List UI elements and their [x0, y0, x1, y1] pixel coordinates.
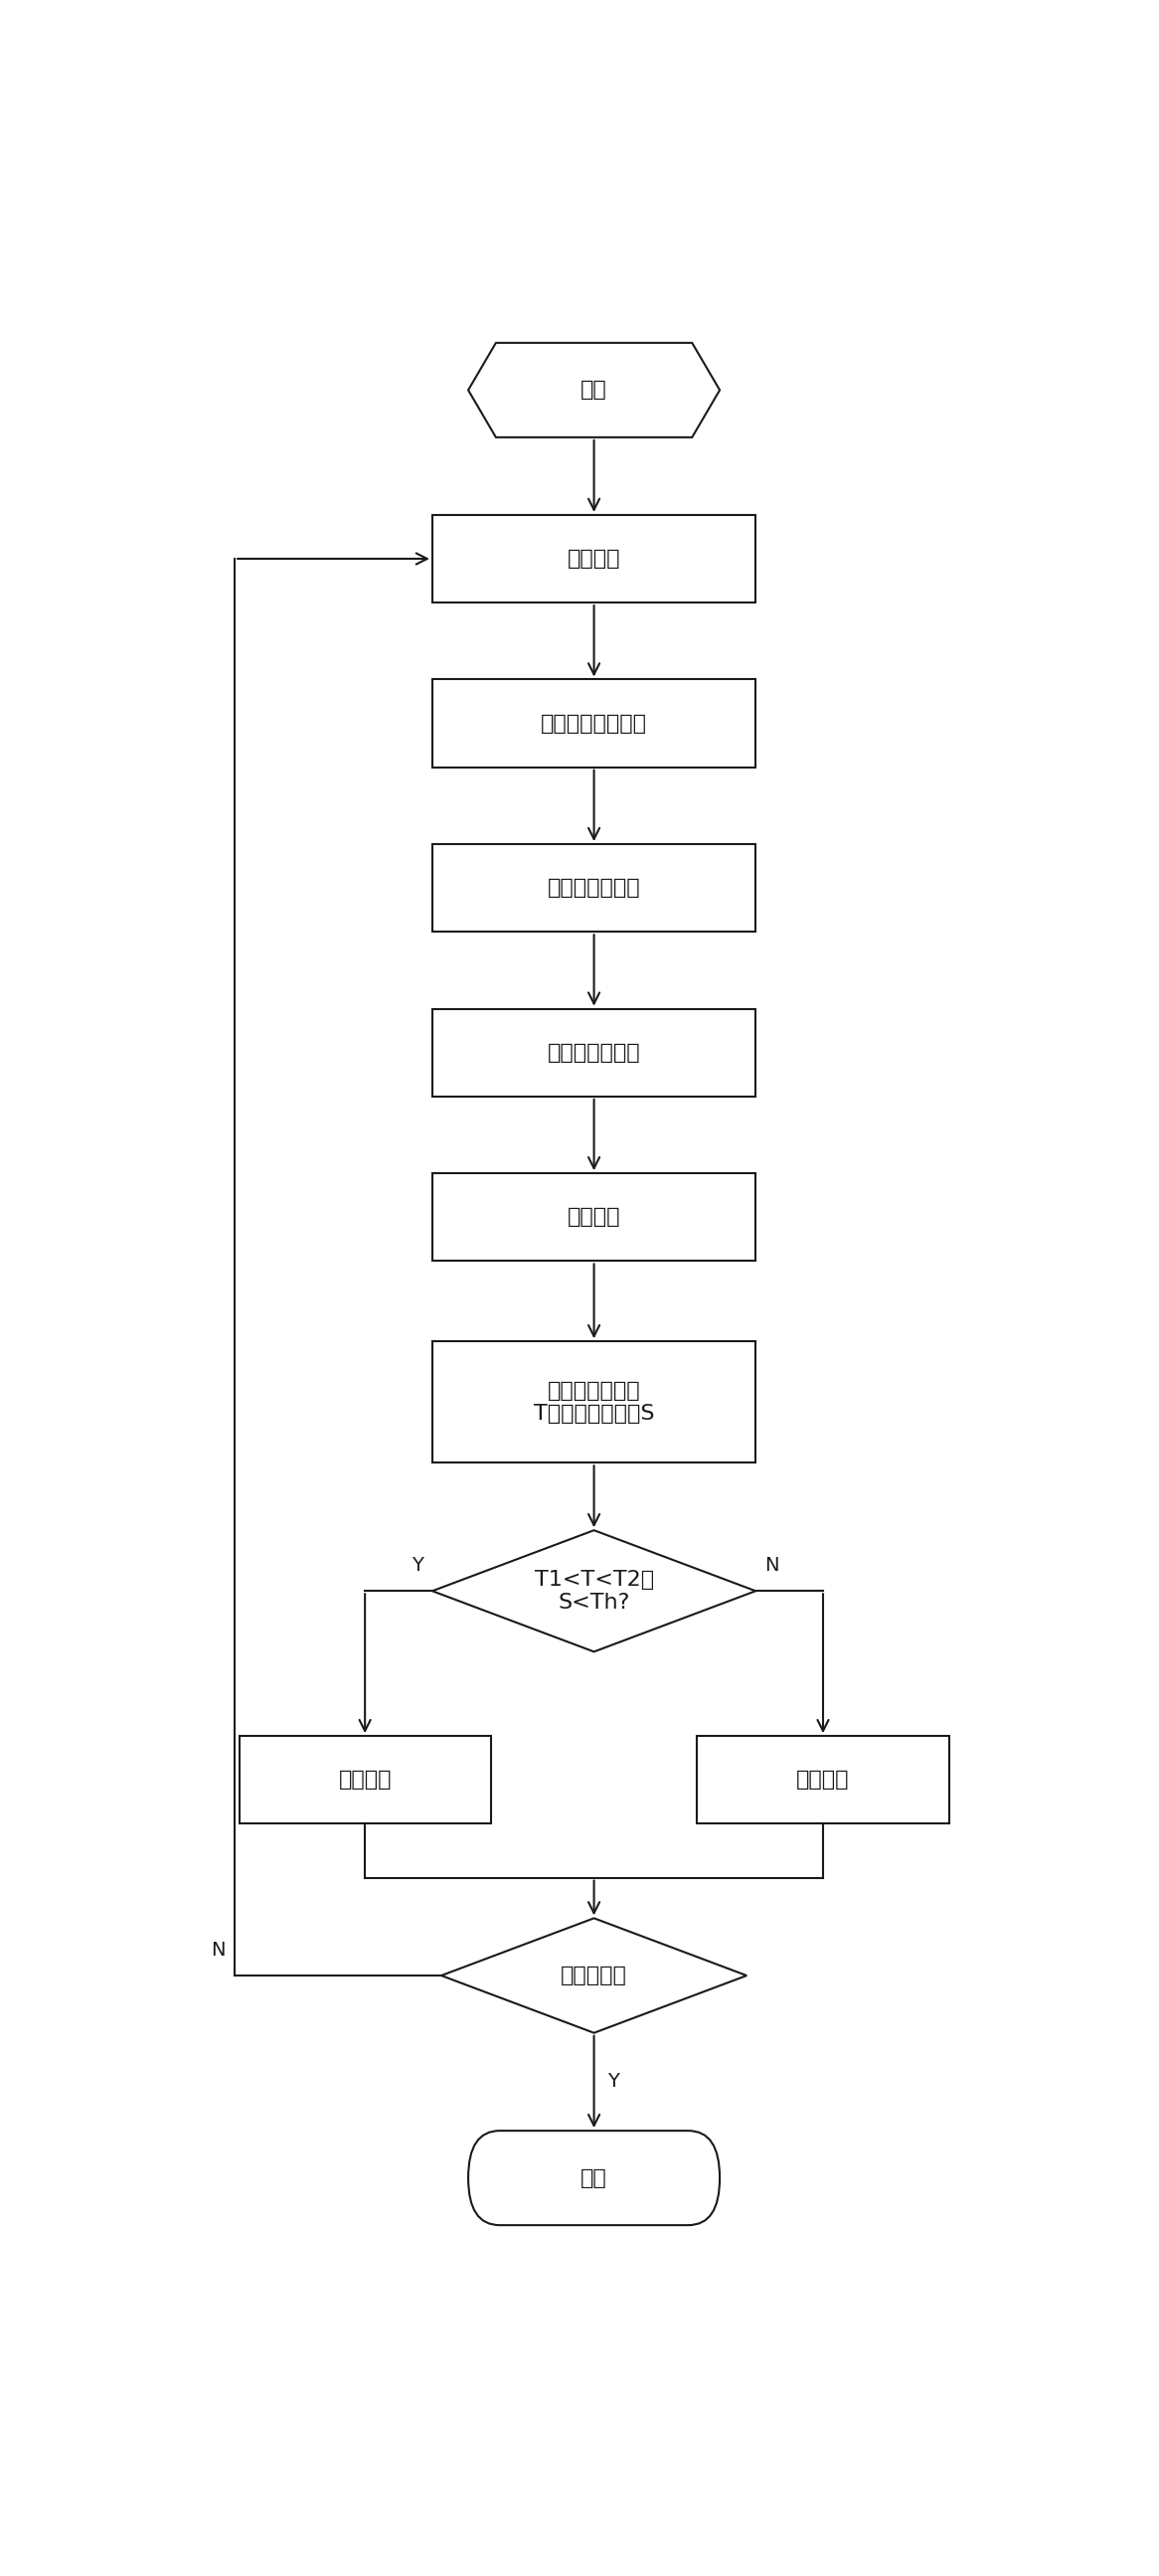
Text: T1<T<T2且
S<Th?: T1<T<T2且 S<Th? — [534, 1569, 654, 1613]
Text: 结束: 结束 — [581, 2169, 607, 2187]
FancyBboxPatch shape — [468, 2130, 720, 2226]
Text: 检测完成？: 检测完成？ — [561, 1965, 627, 1986]
Polygon shape — [442, 1919, 746, 2032]
Text: N: N — [765, 1556, 779, 1574]
FancyBboxPatch shape — [698, 1736, 949, 1824]
Text: Y: Y — [607, 2071, 619, 2092]
Text: 合格竹条: 合格竹条 — [338, 1770, 392, 1790]
Text: 计算缺陷长宽比
T，均值差和方差S: 计算缺陷长宽比 T，均值差和方差S — [533, 1381, 655, 1425]
FancyBboxPatch shape — [432, 1175, 756, 1262]
Text: 开始: 开始 — [581, 381, 607, 399]
Polygon shape — [468, 343, 720, 438]
FancyBboxPatch shape — [432, 845, 756, 933]
FancyBboxPatch shape — [432, 515, 756, 603]
Text: 竹青定位: 竹青定位 — [568, 1208, 620, 1226]
Text: 缺陷边缘细提取: 缺陷边缘细提取 — [547, 1043, 641, 1061]
FancyBboxPatch shape — [432, 680, 756, 768]
Text: 缺陷边缘粗提取: 缺陷边缘粗提取 — [547, 878, 641, 899]
FancyBboxPatch shape — [239, 1736, 490, 1824]
Polygon shape — [432, 1530, 756, 1651]
Text: 归一化及倾斜修正: 归一化及倾斜修正 — [541, 714, 647, 734]
Text: 缺陷逐条: 缺陷逐条 — [796, 1770, 850, 1790]
Text: N: N — [211, 1940, 226, 1960]
Text: 获取图像: 获取图像 — [568, 549, 620, 569]
FancyBboxPatch shape — [432, 1342, 756, 1463]
FancyBboxPatch shape — [432, 1010, 756, 1097]
Text: Y: Y — [411, 1556, 423, 1574]
